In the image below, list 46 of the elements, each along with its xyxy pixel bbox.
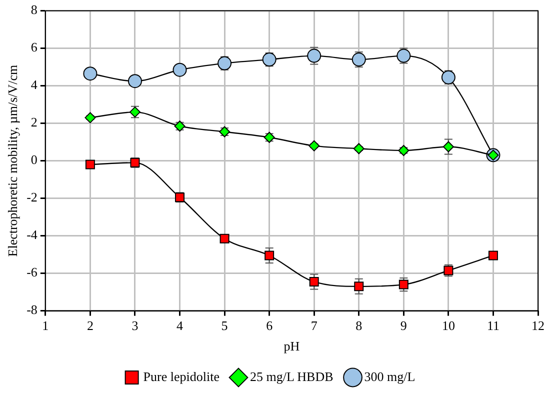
point [396,48,411,63]
point [128,74,142,88]
y-tick-label: 0 [30,152,38,168]
x-tick-label: 5 [221,318,228,334]
point [353,143,364,154]
x-tick-label: 8 [356,318,362,334]
point [83,66,98,81]
point [309,276,319,286]
point [308,140,320,152]
x-tick-label: 12 [532,318,544,334]
legend-label: 25 mg/L HBDB [250,368,334,384]
y-tick-label: 2 [30,114,38,130]
point [264,250,274,260]
point [172,62,187,77]
point [352,52,366,67]
x-tick-label: 9 [400,318,407,334]
point [398,144,410,156]
legend-label: 300 mg/L [364,368,416,384]
x-tick-label: 3 [132,318,138,334]
x-tick-label: 2 [86,318,94,334]
point [262,52,276,67]
point [307,48,322,63]
y-tick-label: -4 [26,227,38,242]
y-tick-label: -8 [26,302,38,318]
x-tick-label: 7 [310,318,318,334]
x-tick-label: 10 [442,318,455,334]
point [84,112,96,124]
point [218,56,232,70]
point [85,160,95,170]
x-tick-label: 6 [266,318,274,334]
point [220,234,230,244]
y-axis-title: Electrophoretic mobility, µm/s/V/cm [5,64,20,257]
x-tick-label: 11 [486,318,500,334]
x-tick-label: 1 [42,318,49,334]
y-tick-label: 8 [30,2,38,18]
y-tick-label: -2 [26,190,38,205]
point [442,141,454,152]
y-tick-label: -6 [26,264,38,280]
legend-label: Pure lepidolite [143,368,220,384]
x-tick-label: 4 [176,318,184,334]
point [488,250,498,260]
point [354,282,364,292]
x-axis-title: pH [284,338,300,354]
y-tick-label: 6 [30,40,38,55]
point [441,70,456,84]
y-tick-label: 4 [30,77,38,92]
